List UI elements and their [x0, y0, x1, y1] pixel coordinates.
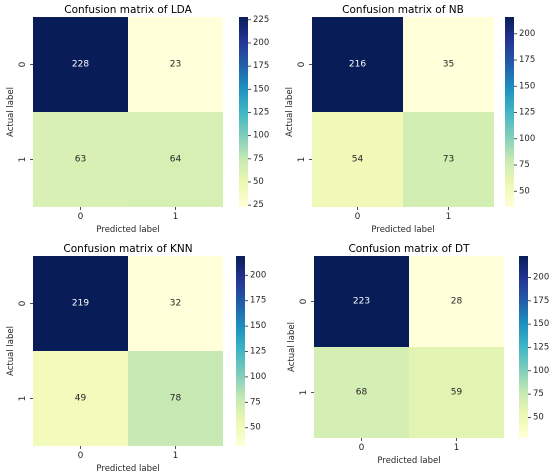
x-tick-label: 0: [78, 451, 84, 461]
heatmap-cell: [128, 351, 223, 446]
colorbar-tick-label: 50: [253, 177, 264, 187]
y-axis-label: Actual label: [6, 87, 16, 137]
y-tick-label: 0: [18, 300, 28, 306]
x-axis-label: Predicted label: [371, 225, 434, 235]
confusion-matrix-panel: 216 35 54 73 Confusion matrix of NB 0 1 Predict…: [285, 4, 535, 235]
colorbar: [236, 256, 245, 446]
cell-value-label: 54: [352, 155, 364, 165]
heatmap-cell: [33, 17, 128, 112]
colorbar-tick-label: 200: [250, 270, 266, 280]
colorbar-tick-label: 50: [519, 186, 530, 196]
colorbar-tick-label: 25: [253, 200, 264, 210]
colorbar-tick-label: 175: [533, 296, 549, 306]
y-tick-label: 1: [299, 390, 309, 396]
y-tick-label: 1: [18, 396, 28, 402]
colorbar-tick-label: 75: [533, 389, 544, 399]
colorbar-tick-label: 150: [519, 81, 535, 91]
chart-title: Confusion matrix of DT: [348, 243, 470, 255]
confusion-matrix-panel: 219 32 49 78 Confusion matrix of KNN 0 1 Predic…: [6, 243, 266, 474]
x-tick-label: 1: [173, 212, 179, 222]
heatmap-cell: [128, 256, 223, 351]
heatmap-cell: [128, 17, 223, 112]
colorbar-tick-label: 100: [519, 134, 535, 144]
cell-value-label: 78: [170, 394, 182, 404]
colorbar-tick-label: 100: [253, 131, 269, 141]
colorbar-tick-label: 125: [519, 108, 535, 118]
colorbar-tick-label: 100: [533, 366, 549, 376]
heatmap-cell: [409, 347, 504, 438]
heatmap-cell: [33, 112, 128, 207]
x-tick-label: 0: [78, 212, 84, 222]
heatmap-cell: [312, 17, 403, 112]
colorbar-tick-label: 150: [533, 319, 549, 329]
cell-value-label: 28: [451, 297, 463, 307]
x-axis-label: Predicted label: [96, 225, 159, 235]
y-tick-label: 0: [297, 61, 307, 67]
colorbar-tick-label: 50: [250, 423, 261, 433]
colorbar-tick-label: 150: [250, 321, 266, 331]
cell-value-label: 73: [443, 155, 454, 165]
colorbar-tick-label: 75: [519, 160, 530, 170]
colorbar-tick-label: 175: [253, 61, 269, 71]
chart-title: Confusion matrix of NB: [342, 4, 464, 16]
cell-value-label: 49: [75, 394, 87, 404]
chart-title: Confusion matrix of KNN: [63, 243, 192, 255]
colorbar-tick-label: 225: [253, 15, 269, 25]
cell-value-label: 68: [356, 388, 368, 398]
x-tick-label: 0: [359, 443, 365, 453]
x-tick-label: 1: [446, 212, 452, 222]
chart-title: Confusion matrix of LDA: [64, 4, 192, 16]
colorbar-tick-label: 200: [519, 29, 535, 39]
y-tick-label: 1: [297, 157, 307, 163]
x-axis-label: Predicted label: [377, 456, 440, 466]
y-axis-label: Actual label: [285, 87, 295, 137]
heatmap-cell: [409, 256, 504, 347]
colorbar-tick-label: 200: [253, 38, 269, 48]
colorbar-tick-label: 150: [253, 84, 269, 94]
colorbar-tick-label: 200: [533, 272, 549, 282]
heatmap-cell: [314, 256, 409, 347]
y-axis-label: Actual label: [287, 322, 297, 372]
colorbar: [239, 17, 248, 207]
colorbar-tick-label: 125: [533, 342, 549, 352]
y-tick-label: 1: [18, 157, 28, 163]
cell-value-label: 59: [451, 388, 463, 398]
cell-value-label: 223: [353, 297, 370, 307]
colorbar-tick-label: 75: [250, 397, 261, 407]
cell-value-label: 35: [443, 60, 454, 70]
colorbar-tick-label: 175: [519, 55, 535, 65]
x-tick-label: 0: [355, 212, 361, 222]
confusion-matrix-panel: 223 28 68 59 Confusion matrix of DT 0 1 Predict…: [287, 243, 549, 466]
cell-value-label: 23: [170, 60, 181, 70]
cell-value-label: 216: [349, 60, 366, 70]
heatmap-cell: [128, 112, 223, 207]
colorbar-tick-label: 125: [253, 107, 269, 117]
colorbar-tick-label: 125: [250, 347, 266, 357]
x-axis-label: Predicted label: [96, 464, 159, 474]
x-tick-label: 1: [454, 443, 460, 453]
heatmap-cell: [314, 347, 409, 438]
y-tick-label: 0: [299, 298, 309, 304]
colorbar-tick-label: 100: [250, 372, 266, 382]
colorbar-tick-label: 50: [533, 412, 544, 422]
confusion-matrix-panel: 228 23 63 64 Confusion matrix of LDA 0 1 Predic…: [6, 4, 269, 235]
cell-value-label: 219: [72, 299, 89, 309]
colorbar-tick-label: 75: [253, 154, 264, 164]
cell-value-label: 63: [75, 155, 86, 165]
cell-value-label: 32: [170, 299, 181, 309]
heatmap-cell: [403, 17, 494, 112]
heatmap-cell: [403, 112, 494, 207]
cell-value-label: 64: [170, 155, 182, 165]
x-tick-label: 1: [173, 451, 179, 461]
colorbar-tick-label: 175: [250, 296, 266, 306]
cell-value-label: 228: [72, 60, 89, 70]
heatmap-cell: [312, 112, 403, 207]
colorbar: [505, 17, 514, 207]
colorbar: [519, 256, 528, 438]
heatmap-cell: [33, 351, 128, 446]
heatmap-cell: [33, 256, 128, 351]
y-axis-label: Actual label: [6, 326, 16, 376]
y-tick-label: 0: [18, 61, 28, 67]
